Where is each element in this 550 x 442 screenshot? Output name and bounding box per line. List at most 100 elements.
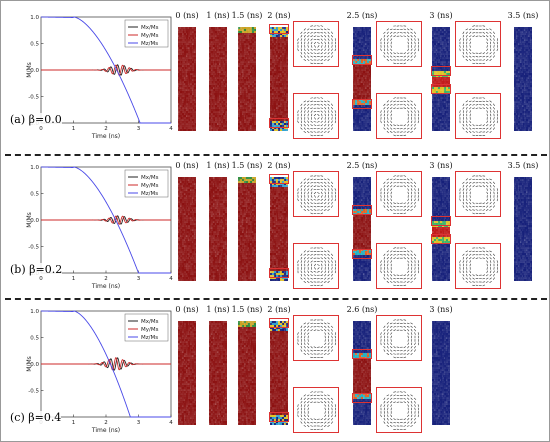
legend-entry: Mx/Ms <box>141 25 159 31</box>
y-tick-label: 1.0 <box>30 309 39 315</box>
series-line-my <box>41 64 171 76</box>
zoom-region-marker <box>352 205 372 216</box>
nanowire-snapshot <box>353 321 371 425</box>
nanowire-snapshot <box>432 27 450 131</box>
domain-wall-zoom-inset <box>376 21 422 67</box>
x-tick-label: 3 <box>137 276 141 282</box>
zoom-region-marker <box>431 215 451 226</box>
x-tick-label: 4 <box>169 420 173 426</box>
x-tick-label: 3 <box>137 126 141 132</box>
snapshot-time-label: 1 (ns) <box>206 11 230 20</box>
nanowire-snapshot <box>178 177 196 281</box>
y-tick-label: 1.0 <box>30 165 39 171</box>
panel-caption: (b) β=0.2 <box>10 263 63 276</box>
y-tick-label: 0.0 <box>30 218 39 224</box>
x-tick-label: 1 <box>72 126 76 132</box>
nanowire-snapshot <box>270 27 288 131</box>
legend: Mx/Ms My/Ms Mz/Ms <box>124 19 169 48</box>
legend-entry: Mz/Ms <box>141 335 158 341</box>
domain-wall-zoom-inset <box>376 243 422 289</box>
y-tick-label: 0.5 <box>30 336 39 342</box>
snapshot-time-label: 3 (ns) <box>429 305 453 314</box>
domain-wall-zoom-inset <box>293 171 339 217</box>
domain-wall-zoom-inset <box>293 243 339 289</box>
x-axis-label: Time (ns) <box>91 133 120 140</box>
x-axis-label: Time (ns) <box>91 427 120 434</box>
x-tick-label: 2 <box>104 126 108 132</box>
magnetization-plot: 1.00.50.0-0.5-1.001234Time (ns)M/MsMx/Ms… <box>26 15 173 140</box>
zoom-region-marker <box>269 24 289 34</box>
zoom-region-marker <box>431 234 451 245</box>
nanowire-snapshot <box>209 177 227 281</box>
x-tick-label: 0 <box>39 126 43 132</box>
legend: Mx/Ms My/Ms Mz/Ms <box>124 313 169 342</box>
snapshot-time-label: 3 (ns) <box>429 161 453 170</box>
y-tick-label: -0.5 <box>28 95 39 101</box>
y-tick-label: 0.5 <box>30 42 39 48</box>
panel-a: 1.00.50.0-0.5-1.001234Time (ns)M/MsMx/Ms… <box>1 5 550 145</box>
series-line-mz <box>40 310 171 418</box>
snapshot-time-label: 2.5 (ns) <box>346 11 378 20</box>
y-tick-label: 1.0 <box>30 15 39 21</box>
x-tick-label: 2 <box>104 276 108 282</box>
zoom-region-marker <box>352 98 372 109</box>
nanowire-snapshot <box>514 27 532 131</box>
snapshot-time-label: 2.5 (ns) <box>346 161 378 170</box>
zoom-region-marker <box>269 117 289 128</box>
nanowire-snapshot <box>209 321 227 425</box>
nanowire-snapshot <box>238 321 256 425</box>
zoom-region-marker <box>431 84 451 95</box>
domain-wall-zoom-inset <box>455 21 501 67</box>
legend-entry: Mz/Ms <box>141 41 158 47</box>
legend-entry: My/Ms <box>141 327 159 333</box>
zoom-region-marker <box>269 267 289 278</box>
snapshot-time-label: 1 (ns) <box>206 161 230 170</box>
x-tick-label: 4 <box>169 276 173 282</box>
zoom-region-marker <box>431 65 451 76</box>
nanowire-snapshot <box>209 27 227 131</box>
domain-wall-zoom-inset <box>293 21 339 67</box>
snapshot-time-label: 1.5 (ns) <box>231 11 263 20</box>
x-tick-label: 1 <box>72 420 76 426</box>
y-tick-label: -0.5 <box>28 245 39 251</box>
nanowire-snapshot <box>178 321 196 425</box>
zoom-region-marker <box>352 248 372 259</box>
domain-wall-zoom-inset <box>376 315 422 361</box>
domain-wall-zoom-inset <box>455 93 501 139</box>
snapshot-time-label: 2 (ns) <box>267 305 291 314</box>
snapshot-time-label: 1.5 (ns) <box>231 161 263 170</box>
domain-wall-zoom-inset <box>376 387 422 433</box>
snapshot-time-label: 2.6 (ns) <box>346 305 378 314</box>
y-axis-label: M/Ms <box>26 356 33 372</box>
y-axis-label: M/Ms <box>26 62 33 78</box>
x-tick-label: 0 <box>39 276 43 282</box>
y-tick-label: 0.5 <box>30 192 39 198</box>
domain-wall-zoom-inset <box>376 93 422 139</box>
zoom-region-marker <box>269 411 289 422</box>
nanowire-snapshot <box>353 177 371 281</box>
domain-wall-zoom-inset <box>293 387 339 433</box>
y-tick-label: 0.0 <box>30 68 39 74</box>
zoom-region-marker <box>269 318 289 328</box>
zoom-region-marker <box>352 349 372 360</box>
x-tick-label: 1 <box>72 276 76 282</box>
legend-entry: My/Ms <box>141 183 159 189</box>
snapshot-time-label: 0 (ns) <box>175 161 199 170</box>
x-tick-label: 3 <box>137 420 141 426</box>
panel-c: 1.00.50.0-0.5-1.001234Time (ns)M/MsMx/Ms… <box>1 299 550 439</box>
series-line-mz <box>40 16 171 124</box>
legend-entry: My/Ms <box>141 33 159 39</box>
domain-wall-zoom-inset <box>293 93 339 139</box>
nanowire-snapshot <box>353 27 371 131</box>
panel-caption: (a) β=0.0 <box>10 113 62 126</box>
legend: Mx/Ms My/Ms Mz/Ms <box>124 169 169 198</box>
domain-wall-zoom-inset <box>455 243 501 289</box>
y-axis-label: M/Ms <box>26 212 33 228</box>
snapshot-time-label: 3.5 (ns) <box>507 11 539 20</box>
x-axis-label: Time (ns) <box>91 283 120 290</box>
panel-caption: (c) β=0.4 <box>10 411 62 424</box>
series-line-my <box>41 357 171 371</box>
snapshot-time-label: 1.5 (ns) <box>231 305 263 314</box>
nanowire-snapshot <box>514 177 532 281</box>
nanowire-snapshot <box>238 177 256 281</box>
